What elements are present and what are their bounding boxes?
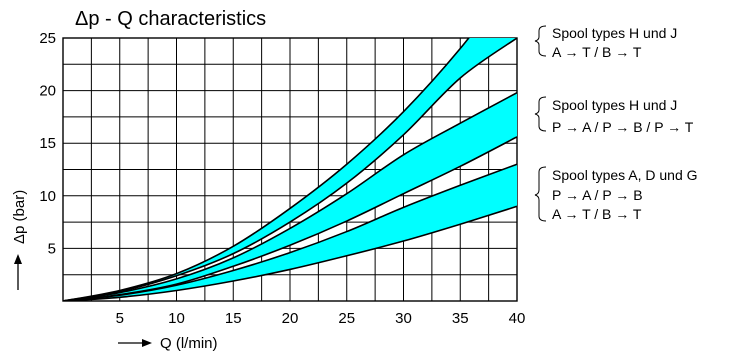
x-tick-label: 5 [116, 310, 124, 327]
y-tick-label: 25 [39, 30, 56, 47]
chart-title: Δp - Q characteristics [75, 8, 266, 30]
legend-brace-3 [534, 166, 547, 222]
legend-2-line1: Spool types H und J [552, 97, 677, 113]
band-2-upper-curve [63, 91, 517, 301]
legend-item-2: Spool types H und J P → A / P → B / P → … [534, 96, 694, 135]
x-tick-label: 40 [509, 310, 526, 327]
x-axis-label: Q (l/min) [160, 335, 218, 352]
band-1-lower-curve [63, 38, 517, 301]
legend-1-line1: Spool types H und J [552, 25, 677, 41]
legend-3-line2: P → A / P → B [552, 187, 643, 203]
y-tick-label: 20 [39, 83, 56, 100]
x-axis-label-group: Q (l/min) [118, 335, 218, 352]
legend-3-line3: A → T / B → T [552, 206, 642, 222]
x-tick-label: 20 [282, 310, 299, 327]
x-axis-arrow-icon [142, 339, 152, 347]
y-axis-arrow-icon [14, 254, 22, 264]
legend-1-line2: A → T / B → T [552, 44, 642, 60]
legend-3-line1: Spool types A, D und G [552, 167, 698, 183]
x-tick-label: 30 [395, 310, 412, 327]
y-tick-label: 5 [48, 240, 56, 257]
chart-curves [63, 38, 517, 301]
legend-2-line2: P → A / P → B / P → T [552, 119, 694, 135]
chart-bands [63, 38, 517, 301]
x-tick-label: 25 [338, 310, 355, 327]
legend-brace-1 [534, 25, 547, 57]
band-1-upper-curve [63, 38, 470, 301]
y-axis-label-group: Δp (bar) [11, 190, 28, 290]
band-3-fill [63, 164, 517, 301]
x-tick-labels: 5 10 15 20 25 30 35 40 [116, 310, 526, 327]
legend: Spool types H und J A → T / B → T Spool … [534, 25, 698, 222]
band-3-lower-curve [63, 205, 517, 301]
band-3-upper-curve [63, 163, 517, 301]
y-tick-label: 10 [39, 188, 56, 205]
x-tick-label: 35 [452, 310, 469, 327]
x-tick-label: 15 [225, 310, 242, 327]
legend-item-3: Spool types A, D und G P → A / P → B A →… [534, 166, 698, 222]
y-axis-label: Δp (bar) [11, 190, 28, 244]
band-1-fill [63, 38, 517, 301]
y-tick-label: 15 [39, 135, 56, 152]
y-tick-labels: 5 10 15 20 25 [39, 30, 56, 257]
legend-brace-2 [534, 96, 547, 132]
legend-item-1: Spool types H und J A → T / B → T [534, 25, 677, 60]
x-tick-label: 10 [168, 310, 185, 327]
